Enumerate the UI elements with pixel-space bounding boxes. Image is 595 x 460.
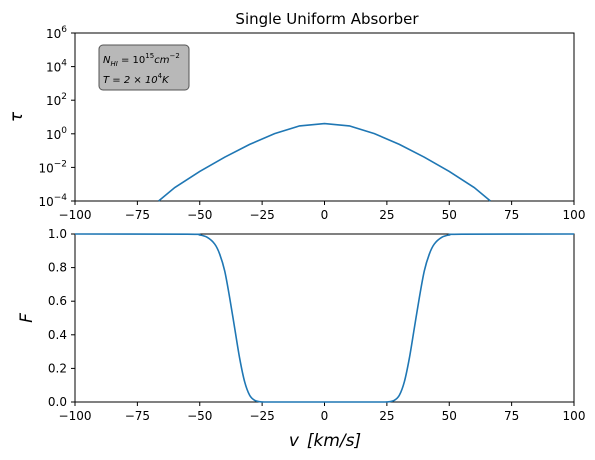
tau-xtick-label: −25 bbox=[249, 208, 274, 222]
tau-xtick-label: 100 bbox=[563, 208, 586, 222]
tau-ylabel: τ bbox=[7, 111, 27, 122]
tau-ytick-label: 102 bbox=[46, 92, 67, 108]
flux-xtick-label: −50 bbox=[187, 409, 212, 423]
tau-xtick-label: 50 bbox=[442, 208, 457, 222]
flux-xtick-label: 75 bbox=[504, 409, 519, 423]
flux-xtick-label: 50 bbox=[442, 409, 457, 423]
flux-ytick-label: 0.2 bbox=[48, 361, 67, 375]
flux-ylabel: F bbox=[17, 313, 37, 323]
flux-ytick-label: 0.6 bbox=[48, 294, 67, 308]
flux-plot-frame bbox=[74, 233, 575, 403]
tau-ytick-label: 100 bbox=[46, 126, 67, 142]
flux-xtick-label: −75 bbox=[125, 409, 150, 423]
flux-xtick-label: 0 bbox=[321, 409, 329, 423]
xlabel-symbol: v bbox=[289, 431, 300, 451]
flux-series-line bbox=[74, 233, 575, 403]
tau-panel: Single Uniform Absorber −100 −75 −50 −25 0 25… bbox=[7, 10, 585, 222]
flux-xtick-label: 25 bbox=[379, 409, 394, 423]
flux-xlabel: v [km/s] bbox=[289, 431, 361, 451]
tau-ytick-label: 106 bbox=[46, 25, 67, 41]
flux-ytick-label: 1.0 bbox=[48, 227, 67, 241]
tau-series-line bbox=[158, 122, 491, 202]
tau-xtick-label: −75 bbox=[125, 208, 150, 222]
tau-ytick-label: 104 bbox=[46, 59, 67, 75]
xlabel-unit: [km/s] bbox=[307, 431, 361, 451]
annotation-box: NHI = 1015cm−2 T = 2 × 104K bbox=[98, 44, 190, 91]
flux-ytick-label: 0.8 bbox=[48, 261, 67, 275]
tau-ytick-label: 10−2 bbox=[38, 159, 67, 175]
tau-xtick-label: −50 bbox=[187, 208, 212, 222]
flux-ytick-label: 0.0 bbox=[48, 395, 67, 409]
flux-xtick-label: −100 bbox=[59, 409, 92, 423]
annotation-temperature: T = 2 × 104K bbox=[103, 72, 170, 86]
tau-xtick-label: 25 bbox=[379, 208, 394, 222]
flux-panel: −100 −75 −50 −25 0 25 50 75 100 0.0 0.2 0.4 0.6 0.8 1… bbox=[17, 227, 585, 451]
chart-title: Single Uniform Absorber bbox=[235, 10, 419, 28]
flux-xtick-label: 100 bbox=[563, 409, 586, 423]
tau-xtick-label: 0 bbox=[321, 208, 329, 222]
tau-xtick-label: −100 bbox=[59, 208, 92, 222]
tau-xtick-label: 75 bbox=[504, 208, 519, 222]
annotation-box-bg bbox=[98, 44, 190, 91]
flux-ytick-label: 0.4 bbox=[48, 328, 67, 342]
annotation-nhi: NHI = 1015cm−2 bbox=[103, 52, 180, 68]
flux-xtick-label: −25 bbox=[249, 409, 274, 423]
tau-ytick-label: 10−4 bbox=[38, 193, 67, 209]
